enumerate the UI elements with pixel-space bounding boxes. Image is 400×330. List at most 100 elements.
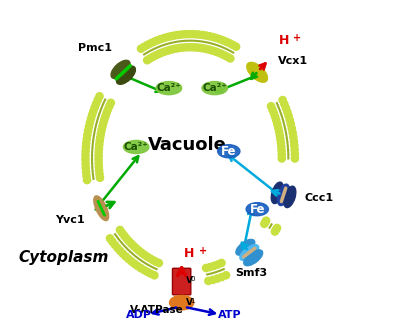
Circle shape <box>114 244 121 251</box>
Circle shape <box>98 126 105 134</box>
Circle shape <box>109 238 116 245</box>
Text: 1: 1 <box>190 298 195 304</box>
Text: +: + <box>293 33 301 43</box>
Circle shape <box>118 229 126 237</box>
Text: Vacuole: Vacuole <box>148 136 226 154</box>
Circle shape <box>271 228 278 235</box>
Circle shape <box>194 44 202 51</box>
Text: H: H <box>278 35 289 48</box>
Circle shape <box>200 45 208 52</box>
Circle shape <box>227 55 234 62</box>
Circle shape <box>125 238 132 245</box>
Circle shape <box>138 265 145 272</box>
Circle shape <box>95 145 102 152</box>
FancyBboxPatch shape <box>172 268 191 295</box>
Ellipse shape <box>116 66 136 84</box>
Circle shape <box>272 113 279 120</box>
Circle shape <box>95 156 102 163</box>
Circle shape <box>203 46 210 53</box>
Circle shape <box>128 240 135 247</box>
Circle shape <box>128 258 135 265</box>
Ellipse shape <box>218 145 240 158</box>
Circle shape <box>202 32 210 39</box>
Circle shape <box>116 247 124 254</box>
Circle shape <box>144 253 151 260</box>
Circle shape <box>215 49 222 56</box>
Circle shape <box>176 44 183 51</box>
Circle shape <box>218 274 225 280</box>
Circle shape <box>164 33 171 41</box>
Circle shape <box>277 139 284 147</box>
Circle shape <box>149 256 156 264</box>
Circle shape <box>96 93 103 100</box>
Circle shape <box>191 44 198 51</box>
Circle shape <box>161 48 168 55</box>
Circle shape <box>95 152 102 159</box>
Text: Fe: Fe <box>221 145 236 158</box>
Circle shape <box>216 36 223 43</box>
Text: ATP: ATP <box>218 310 242 320</box>
Circle shape <box>87 115 94 122</box>
Ellipse shape <box>271 182 283 204</box>
Circle shape <box>181 31 188 38</box>
Circle shape <box>205 277 212 284</box>
Circle shape <box>273 224 280 232</box>
Circle shape <box>288 125 295 132</box>
Circle shape <box>85 123 92 130</box>
Circle shape <box>275 124 282 131</box>
Ellipse shape <box>236 239 255 255</box>
Circle shape <box>167 46 174 53</box>
Circle shape <box>116 226 124 234</box>
Ellipse shape <box>111 60 130 79</box>
Circle shape <box>138 249 145 256</box>
Circle shape <box>100 119 107 127</box>
Circle shape <box>278 143 285 150</box>
Circle shape <box>229 41 236 49</box>
Circle shape <box>147 40 154 47</box>
Circle shape <box>103 109 110 116</box>
Circle shape <box>86 119 94 126</box>
Circle shape <box>97 130 104 137</box>
Text: Yvc1: Yvc1 <box>55 215 85 225</box>
Ellipse shape <box>94 196 109 220</box>
Ellipse shape <box>246 203 268 216</box>
Circle shape <box>125 255 132 263</box>
Circle shape <box>93 100 100 107</box>
Circle shape <box>185 31 192 38</box>
Circle shape <box>195 31 202 38</box>
Circle shape <box>174 31 182 39</box>
Circle shape <box>104 106 112 113</box>
Circle shape <box>179 44 186 51</box>
Circle shape <box>82 152 89 159</box>
Circle shape <box>83 172 90 180</box>
Circle shape <box>141 267 148 274</box>
Circle shape <box>96 174 104 182</box>
Text: Ca²⁺: Ca²⁺ <box>124 142 148 152</box>
Circle shape <box>101 116 108 123</box>
Circle shape <box>262 217 270 224</box>
Circle shape <box>282 104 290 112</box>
Circle shape <box>188 44 195 51</box>
Circle shape <box>274 120 281 128</box>
Circle shape <box>182 44 189 51</box>
Circle shape <box>84 177 91 184</box>
Ellipse shape <box>170 295 194 310</box>
Circle shape <box>232 43 240 50</box>
Ellipse shape <box>202 82 228 95</box>
Circle shape <box>106 235 114 242</box>
Circle shape <box>146 55 154 62</box>
Circle shape <box>121 232 128 239</box>
Circle shape <box>291 155 298 162</box>
Ellipse shape <box>240 245 259 260</box>
Circle shape <box>107 99 114 107</box>
Circle shape <box>206 263 214 271</box>
Circle shape <box>131 260 138 268</box>
Text: Pmc1: Pmc1 <box>78 43 112 53</box>
Circle shape <box>96 171 103 178</box>
Text: Smf3: Smf3 <box>235 268 267 278</box>
Circle shape <box>95 148 102 155</box>
Circle shape <box>290 138 298 145</box>
Circle shape <box>167 33 174 40</box>
Circle shape <box>146 255 154 262</box>
Circle shape <box>210 262 218 270</box>
